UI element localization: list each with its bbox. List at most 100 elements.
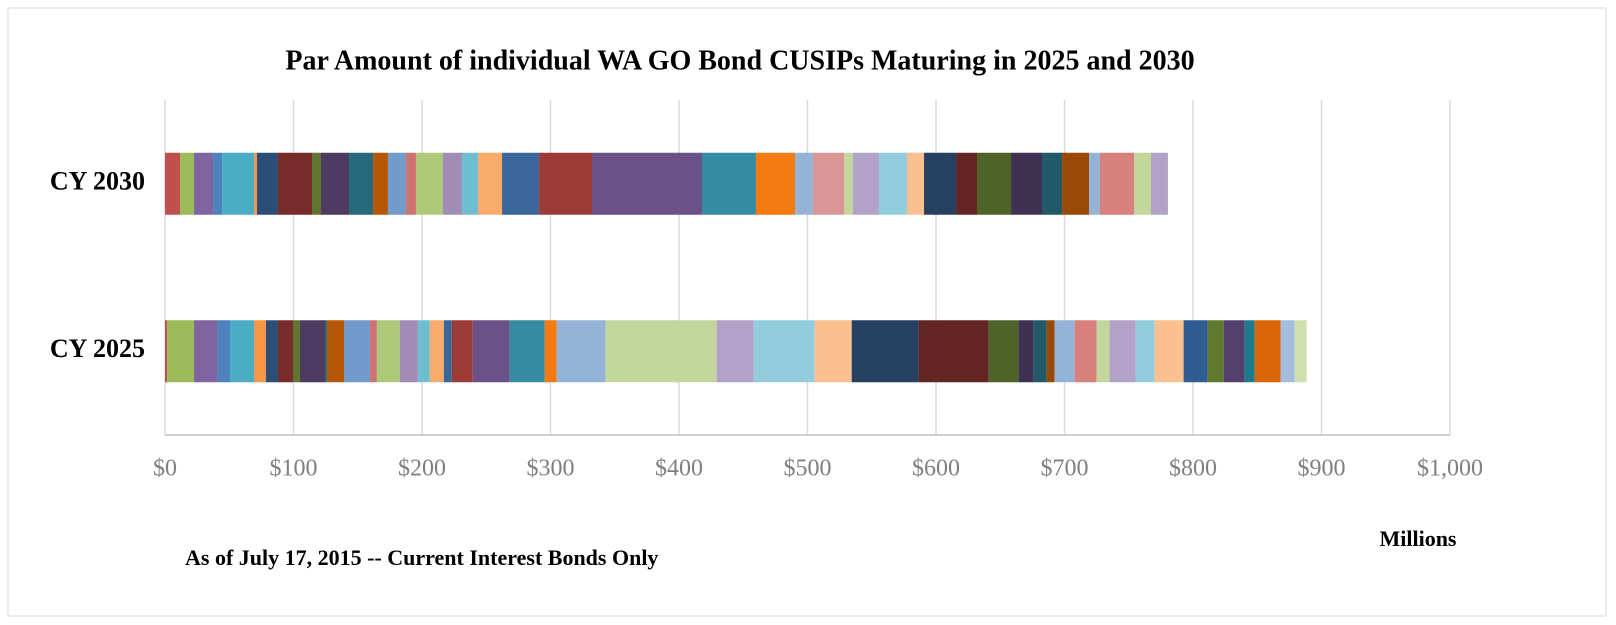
bar-segment: [592, 152, 703, 215]
bar-segment: [442, 152, 462, 215]
x-axis-label: Millions: [1379, 526, 1456, 551]
bar-segment: [373, 152, 388, 215]
bar-segment: [266, 320, 278, 383]
bar-segment: [1134, 152, 1151, 215]
bar-segment: [369, 320, 377, 383]
bar-segment: [716, 320, 754, 383]
bar-segment: [702, 152, 756, 215]
x-tick-label: $500: [784, 456, 832, 482]
bar-segment: [1074, 320, 1097, 383]
bar-segment: [478, 152, 503, 215]
bar-segment: [399, 320, 418, 383]
bar-segment: [605, 320, 717, 383]
bar-segment: [976, 152, 1012, 215]
bar-segment: [443, 320, 452, 383]
y-tick-label: CY 2030: [50, 167, 145, 196]
bar-segment: [814, 320, 852, 383]
bar-segment: [1042, 152, 1063, 215]
bar-segment: [1062, 152, 1090, 215]
bar-segment: [180, 152, 195, 215]
chart-title: Par Amount of individual WA GO Bond CUSI…: [285, 45, 1194, 76]
x-tick-label: $1,000: [1417, 456, 1483, 482]
bar-segment: [544, 320, 557, 383]
bar-segment: [795, 152, 814, 215]
bar-segment: [502, 152, 540, 215]
bar-segment: [906, 152, 925, 215]
bar-segment: [509, 320, 545, 383]
bar-segment: [472, 320, 510, 383]
bar-segment: [843, 152, 853, 215]
bar-segment: [1109, 320, 1136, 383]
bar-segment: [415, 152, 443, 215]
bar-segment: [461, 152, 479, 215]
bar-segment: [312, 152, 321, 215]
bar-segment: [429, 320, 444, 383]
bar-segment: [1033, 320, 1047, 383]
bar-segment: [1011, 152, 1043, 215]
bar-segment: [327, 320, 345, 383]
bar-segment: [539, 152, 593, 215]
bar-segment: [165, 320, 168, 383]
x-tick-label: $100: [270, 456, 318, 482]
bar-segment: [451, 320, 473, 383]
x-tick-label: $200: [398, 456, 446, 482]
bar-segment: [1244, 320, 1255, 383]
bar-segment: [813, 152, 844, 215]
bar-segment: [213, 152, 223, 215]
bar-segment: [257, 152, 278, 215]
bar-segment: [1018, 320, 1034, 383]
bar-segment: [1046, 320, 1055, 383]
bar-segment: [277, 320, 293, 383]
bar-segment: [956, 152, 977, 215]
bar-segment: [918, 320, 989, 383]
bar-segment: [1254, 320, 1281, 383]
bar-segment: [376, 320, 400, 383]
bar-segment: [1207, 320, 1224, 383]
bar-segment: [1183, 320, 1208, 383]
bar-segment: [417, 320, 430, 383]
bar-segment: [988, 320, 1019, 383]
bar-segment: [292, 320, 300, 383]
annotation: As of July 17, 2015 -- Current Interest …: [185, 545, 658, 570]
bar-segment: [1099, 152, 1135, 215]
bar-segment: [217, 320, 231, 383]
x-tick-label: $300: [527, 456, 575, 482]
bar-segment: [1089, 152, 1100, 215]
bar-segment: [753, 320, 815, 383]
x-tick-label: $600: [912, 456, 960, 482]
bar-segment: [387, 152, 406, 215]
x-tick-label: $800: [1169, 456, 1217, 482]
bar-segment: [320, 152, 350, 215]
bar-segment: [755, 152, 796, 215]
bar-segment: [1223, 320, 1245, 383]
bar-segment: [852, 152, 879, 215]
bar-segment: [924, 152, 957, 215]
bar-segment: [194, 152, 214, 215]
bar-segment: [165, 152, 181, 215]
bar-segment: [324, 320, 328, 383]
bar-segment: [878, 152, 907, 215]
bar-segment: [167, 320, 195, 383]
bar-segment: [194, 320, 218, 383]
bar-segment: [1054, 320, 1075, 383]
bar-segment: [349, 152, 374, 215]
bar-segment: [1294, 320, 1307, 383]
bar-segment: [1135, 320, 1155, 383]
bar-segment: [254, 320, 267, 383]
x-tick-label: $700: [1041, 456, 1089, 482]
x-tick-label: $0: [153, 456, 177, 482]
bar-segment: [254, 152, 258, 215]
bar-segment: [344, 320, 370, 383]
bar-segment: [1280, 320, 1295, 383]
bar-segment: [405, 152, 416, 215]
bar-segment: [851, 320, 919, 383]
bar-segment: [277, 152, 313, 215]
bar-segment: [222, 152, 255, 215]
x-tick-label: $400: [655, 456, 703, 482]
bar-segment: [230, 320, 255, 383]
bar-segment: [1150, 152, 1168, 215]
bar-segment: [299, 320, 325, 383]
bar-segment: [1096, 320, 1110, 383]
bar-segment: [556, 320, 606, 383]
